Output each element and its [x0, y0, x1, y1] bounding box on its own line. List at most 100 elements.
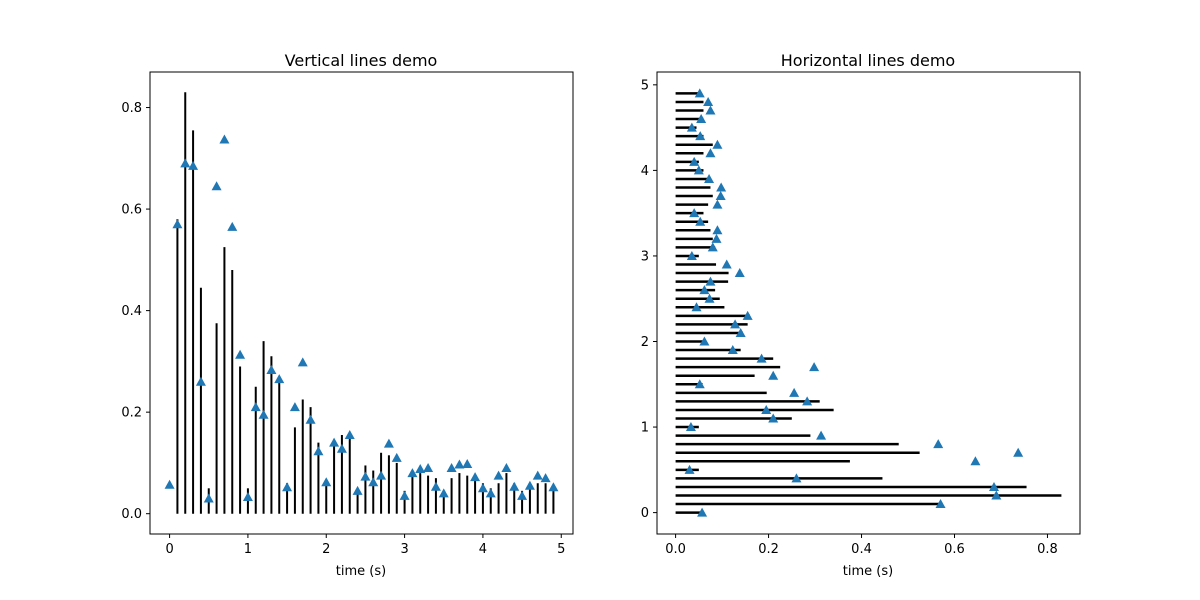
- vertical-lines-xlabel: time (s): [336, 564, 386, 579]
- vertical-lines-marks: [164, 92, 559, 514]
- triangle-marker: [693, 165, 704, 175]
- triangle-marker: [289, 402, 300, 412]
- triangle-marker: [715, 191, 726, 201]
- triangle-marker: [407, 468, 418, 478]
- triangle-marker: [809, 362, 820, 372]
- triangle-marker: [684, 464, 695, 474]
- triangle-marker: [935, 499, 946, 509]
- triangle-marker: [691, 302, 702, 312]
- triangle-marker: [164, 479, 175, 489]
- triangle-marker: [768, 370, 779, 380]
- triangle-marker: [730, 319, 741, 329]
- triangle-marker: [376, 470, 387, 480]
- triangle-marker: [768, 413, 779, 423]
- triangle-marker: [727, 345, 738, 355]
- x-tick-label: 3: [400, 542, 408, 557]
- triangle-marker: [250, 402, 261, 412]
- x-tick-label: 0.4: [851, 542, 872, 557]
- x-tick-label: 5: [557, 542, 565, 557]
- vertical-lines-ticks: 0 1 2 3 4 5 0.0 0.2 0.4 0.6 0.8: [121, 101, 565, 557]
- x-tick-label: 0.2: [758, 542, 779, 557]
- triangle-marker: [697, 507, 708, 517]
- triangle-marker: [712, 225, 723, 235]
- triangle-marker: [485, 488, 496, 498]
- triangle-marker: [689, 156, 700, 166]
- triangle-marker: [352, 485, 363, 495]
- triangle-marker: [686, 122, 697, 132]
- triangle-marker: [305, 414, 316, 424]
- y-tick-label: 0.6: [121, 203, 142, 218]
- triangle-marker: [423, 463, 434, 472]
- triangle-marker: [802, 396, 813, 406]
- triangle-marker: [368, 477, 379, 487]
- y-tick-label: 0: [641, 506, 649, 521]
- triangle-marker: [705, 148, 716, 158]
- triangle-marker: [704, 293, 715, 303]
- vertical-lines-panel: Vertical lines demo 0 1 2 3 4 5 0.0 0.2 0.4 0.6 0.…: [121, 51, 574, 579]
- triangle-marker: [703, 96, 714, 106]
- horizontal-lines-ticks: 0.0 0.2 0.4 0.6 0.8 0 1 2 3 4 5: [641, 78, 1058, 557]
- triangle-marker: [705, 105, 716, 115]
- horizontal-lines-marks: [675, 88, 1062, 517]
- triangle-marker: [438, 488, 449, 498]
- triangle-marker: [360, 471, 371, 481]
- triangle-marker: [689, 208, 700, 218]
- y-tick-label: 4: [641, 164, 649, 179]
- triangle-marker: [344, 430, 355, 439]
- triangle-marker: [712, 199, 723, 209]
- triangle-marker: [313, 446, 324, 456]
- triangle-marker: [188, 160, 199, 170]
- triangle-marker: [274, 374, 285, 384]
- triangle-marker: [258, 409, 269, 419]
- triangle-marker: [548, 482, 559, 492]
- triangle-marker: [696, 114, 707, 124]
- triangle-marker: [989, 481, 1000, 491]
- triangle-marker: [970, 456, 981, 466]
- triangle-marker: [532, 470, 543, 480]
- triangle-marker: [235, 349, 246, 359]
- y-tick-label: 3: [641, 249, 649, 264]
- horizontal-lines-title: Horizontal lines demo: [781, 51, 955, 70]
- triangle-marker: [517, 490, 528, 500]
- triangle-marker: [761, 404, 772, 414]
- x-tick-label: 0.0: [665, 542, 686, 557]
- triangle-marker: [699, 285, 710, 295]
- triangle-marker: [415, 464, 426, 474]
- triangle-marker: [704, 173, 715, 183]
- vertical-lines-title: Vertical lines demo: [285, 51, 438, 70]
- triangle-marker: [391, 452, 402, 462]
- triangle-marker: [321, 477, 332, 487]
- horizontal-lines-panel: Horizontal lines demo 0.0 0.2 0.4 0.6 0.8 0 1 2…: [641, 51, 1081, 579]
- y-tick-label: 2: [641, 335, 649, 350]
- triangle-marker: [711, 233, 722, 243]
- triangle-marker: [716, 182, 727, 192]
- triangle-marker: [242, 491, 253, 501]
- triangle-marker: [180, 158, 191, 168]
- y-tick-label: 0.0: [121, 507, 142, 522]
- triangle-marker: [195, 376, 206, 386]
- triangle-marker: [462, 458, 473, 468]
- x-tick-label: 0: [165, 542, 173, 557]
- triangle-marker: [501, 463, 512, 472]
- triangle-marker: [329, 437, 340, 447]
- triangle-marker: [685, 422, 696, 432]
- triangle-marker: [203, 493, 214, 503]
- triangle-marker: [454, 459, 465, 469]
- y-tick-label: 0.8: [121, 101, 142, 116]
- triangle-marker: [791, 473, 802, 483]
- triangle-marker: [227, 221, 238, 231]
- triangle-marker: [712, 139, 723, 149]
- triangle-marker: [282, 482, 293, 492]
- triangle-marker: [699, 336, 710, 346]
- triangle-marker: [816, 430, 827, 440]
- triangle-marker: [524, 480, 535, 490]
- triangle-marker: [493, 470, 504, 480]
- x-tick-label: 0.8: [1037, 542, 1058, 557]
- triangle-marker: [509, 481, 520, 491]
- triangle-marker: [383, 438, 394, 448]
- triangle-marker: [172, 219, 183, 229]
- triangle-marker: [219, 134, 230, 144]
- x-tick-label: 0.6: [944, 542, 965, 557]
- triangle-marker: [756, 353, 767, 363]
